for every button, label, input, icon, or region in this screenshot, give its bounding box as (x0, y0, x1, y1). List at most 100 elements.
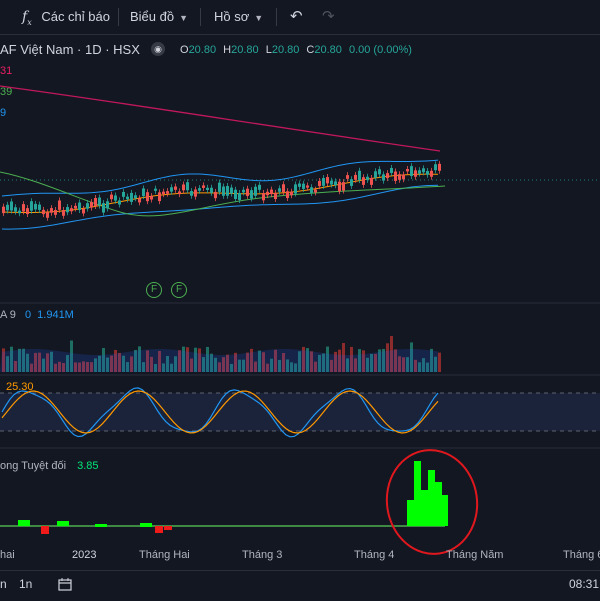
volume-bar (310, 351, 313, 372)
volume-bar (154, 363, 157, 372)
candle (434, 164, 437, 171)
chart-button[interactable]: Biểu đồ ▼ (130, 0, 188, 34)
volume-bar (422, 358, 425, 372)
volume-bar (270, 358, 273, 372)
candle (22, 204, 25, 212)
osc-bar (441, 495, 448, 526)
volume-bar (186, 347, 189, 372)
volume-bar (334, 351, 337, 372)
volume-bar (390, 335, 393, 372)
volume-bar (190, 358, 193, 372)
fx-icon: fx (22, 9, 32, 27)
chart-canvas[interactable] (0, 0, 600, 570)
candle (286, 191, 289, 199)
osc-bar (421, 490, 428, 526)
volume-bar (278, 359, 281, 372)
volume-bar (102, 347, 105, 372)
close-label: C (306, 44, 315, 56)
toolbar-divider (200, 8, 201, 26)
candle (386, 173, 389, 179)
candle (314, 189, 317, 193)
candle (18, 210, 21, 214)
volume-bar (34, 352, 37, 372)
volume-bar (306, 348, 309, 372)
undo-icon[interactable]: ↶ (290, 8, 303, 25)
indicators-button[interactable]: fx Các chỉ báo (22, 0, 110, 34)
candle (74, 205, 77, 209)
candle (42, 209, 45, 215)
candle (406, 169, 409, 172)
volume-bar (318, 354, 321, 372)
candle (382, 174, 385, 181)
candle (390, 167, 393, 174)
ma-short-line (1, 173, 439, 213)
candle (130, 192, 133, 202)
volume-bar (122, 355, 125, 372)
volume-bar (218, 362, 221, 372)
volume-bar (82, 361, 85, 372)
candle (426, 171, 429, 175)
range-button-1n[interactable]: 1n (19, 577, 33, 591)
volume-bar (90, 362, 93, 372)
volume-bar (110, 355, 113, 372)
candle (174, 186, 177, 190)
volume-bar (78, 362, 81, 372)
stoch-band (0, 393, 600, 431)
volume-bar (150, 356, 153, 372)
candle (138, 198, 141, 203)
volume-bar (342, 343, 345, 372)
candle (282, 184, 285, 193)
event-marker[interactable]: F (171, 282, 187, 298)
volume-bar (358, 349, 361, 372)
ma-value-2: 39 (0, 86, 13, 98)
candle (418, 170, 421, 174)
candle (262, 193, 265, 201)
range-button[interactable]: n (0, 577, 7, 591)
stoch-k-line (1, 387, 439, 438)
volume-bar (274, 349, 277, 372)
candle (350, 179, 353, 186)
candle (62, 209, 65, 216)
osc-bar (414, 461, 421, 526)
volume-bar (366, 357, 369, 372)
candle (166, 191, 169, 194)
redo-icon[interactable]: ↷ (322, 8, 335, 25)
ohlc-legend: O20.80 H20.80 L20.80 C20.80 0.00 (0.00%) (180, 44, 416, 56)
calendar-icon[interactable] (58, 577, 72, 594)
candle (82, 208, 85, 214)
volume-bar (202, 357, 205, 372)
volume-bar (286, 359, 289, 372)
volume-bar (206, 346, 209, 372)
volume-bar (266, 363, 269, 372)
volume-bar (134, 349, 137, 372)
osc-bar (435, 482, 442, 526)
candle (102, 203, 105, 213)
volume-bar (142, 362, 145, 372)
candle (346, 175, 349, 179)
volume-bar (242, 359, 245, 372)
open-value: 20.80 (188, 44, 217, 56)
candle (266, 191, 269, 196)
volume-bar (126, 362, 129, 372)
candle (14, 207, 17, 212)
candle (322, 178, 325, 186)
volume-bar (114, 349, 117, 372)
volume-bar (370, 353, 373, 372)
candle (94, 198, 97, 206)
profile-button[interactable]: Hồ sơ ▼ (214, 0, 263, 34)
ma-value-3: 9 (0, 107, 7, 119)
volume-bar (138, 346, 141, 372)
volume-bar (374, 353, 377, 372)
candle (198, 188, 201, 191)
candle (342, 182, 345, 191)
candle (258, 184, 261, 190)
high-label: H (223, 44, 232, 56)
candle (234, 189, 237, 200)
volume-bar (210, 353, 213, 372)
candle (214, 191, 217, 199)
event-marker[interactable]: F (146, 282, 162, 298)
volume-bar (282, 353, 285, 372)
eye-icon[interactable]: ◉ (151, 42, 165, 56)
candle (354, 174, 357, 180)
volume-label: A 9 0 1.941M (0, 309, 74, 321)
